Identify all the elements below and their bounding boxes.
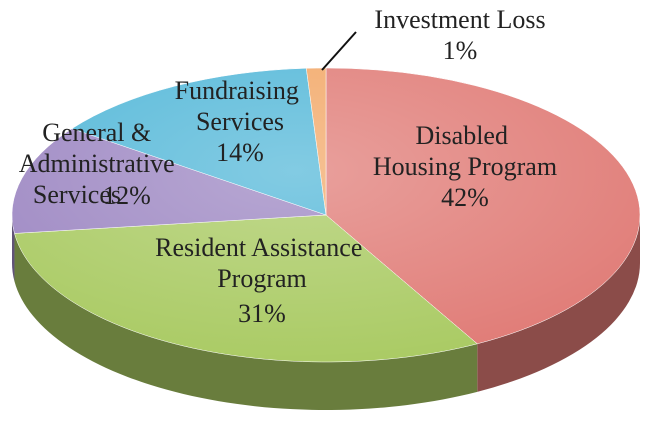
slice-label: Investment Loss	[374, 5, 545, 34]
pie-tops	[11, 67, 641, 363]
slice-label: General & Administrative Services	[19, 118, 181, 209]
slice-label: Resident Assistance Program	[155, 233, 369, 293]
slice-side	[14, 233, 478, 410]
value-label: 1%	[443, 36, 478, 65]
value-label: 12%	[103, 181, 151, 210]
slice-label: Disabled Housing Program	[373, 121, 557, 181]
value-label: 31%	[238, 299, 286, 328]
leader-line	[321, 31, 357, 71]
value-label: 42%	[441, 183, 489, 212]
value-label: 14%	[216, 138, 264, 167]
slice-label: Fundraising Services	[175, 76, 306, 136]
